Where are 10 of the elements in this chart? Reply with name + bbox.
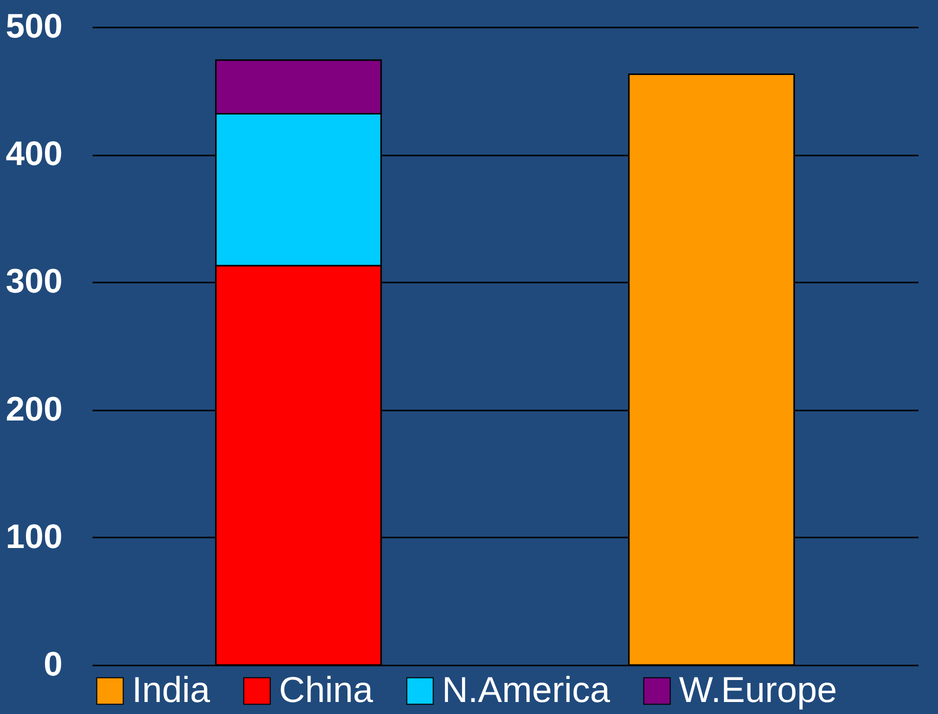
y-tick-label: 200 — [6, 390, 62, 428]
y-tick-label: 400 — [6, 135, 62, 174]
legend-label: India — [132, 669, 212, 710]
y-tick-label: 500 — [6, 8, 62, 46]
y-tick-label: 100 — [6, 518, 62, 556]
legend-label: N.America — [442, 669, 612, 710]
y-tick-label: 0 — [44, 646, 62, 684]
y-tick-label: 300 — [6, 262, 62, 301]
legend-label: W.Europe — [679, 669, 838, 710]
legend-label: China — [279, 669, 374, 710]
